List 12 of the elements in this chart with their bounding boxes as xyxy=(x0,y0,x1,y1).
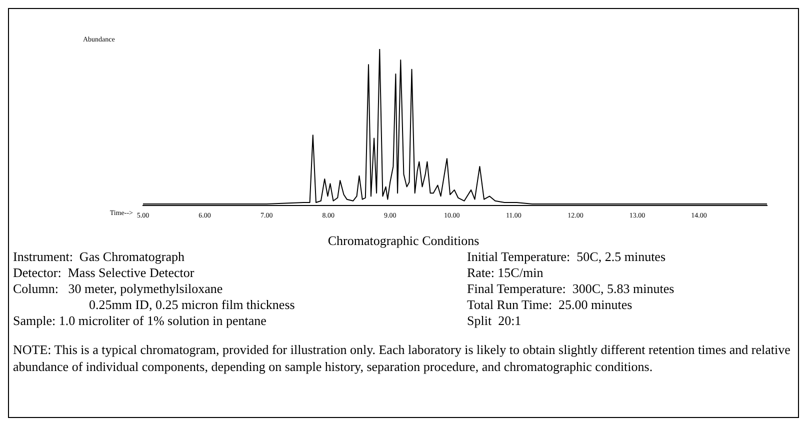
text: Instrument: Gas Chromatograph xyxy=(13,249,186,265)
text: Initial Temperature: 50C, 2.5 minutes xyxy=(467,249,667,265)
text: NOTE: This is a typical chromatogram, provided for illustration only. Each laboratory is likely to obtain slightly different retention times and relative abundance of individual components, depending on sample history, separation procedure, and chromatographic conditions. xyxy=(12,341,792,375)
text: Sample: 1.0 microliter of 1% solution in pentane xyxy=(13,313,268,329)
text: Detector: Mass Selective Detector xyxy=(13,265,196,281)
text: Rate: 15C/min xyxy=(467,265,544,281)
text: Final Temperature: 300C, 5.83 minutes xyxy=(467,281,674,297)
text: Total Run Time: 25.00 minutes xyxy=(467,297,634,313)
text: Chromatographic Conditions xyxy=(326,233,480,249)
text: 0.25mm ID, 0.25 micron film thickness xyxy=(88,297,296,313)
text: Split 20:1 xyxy=(467,313,522,329)
text: Column: 30 meter, polymethylsiloxane xyxy=(13,281,224,297)
